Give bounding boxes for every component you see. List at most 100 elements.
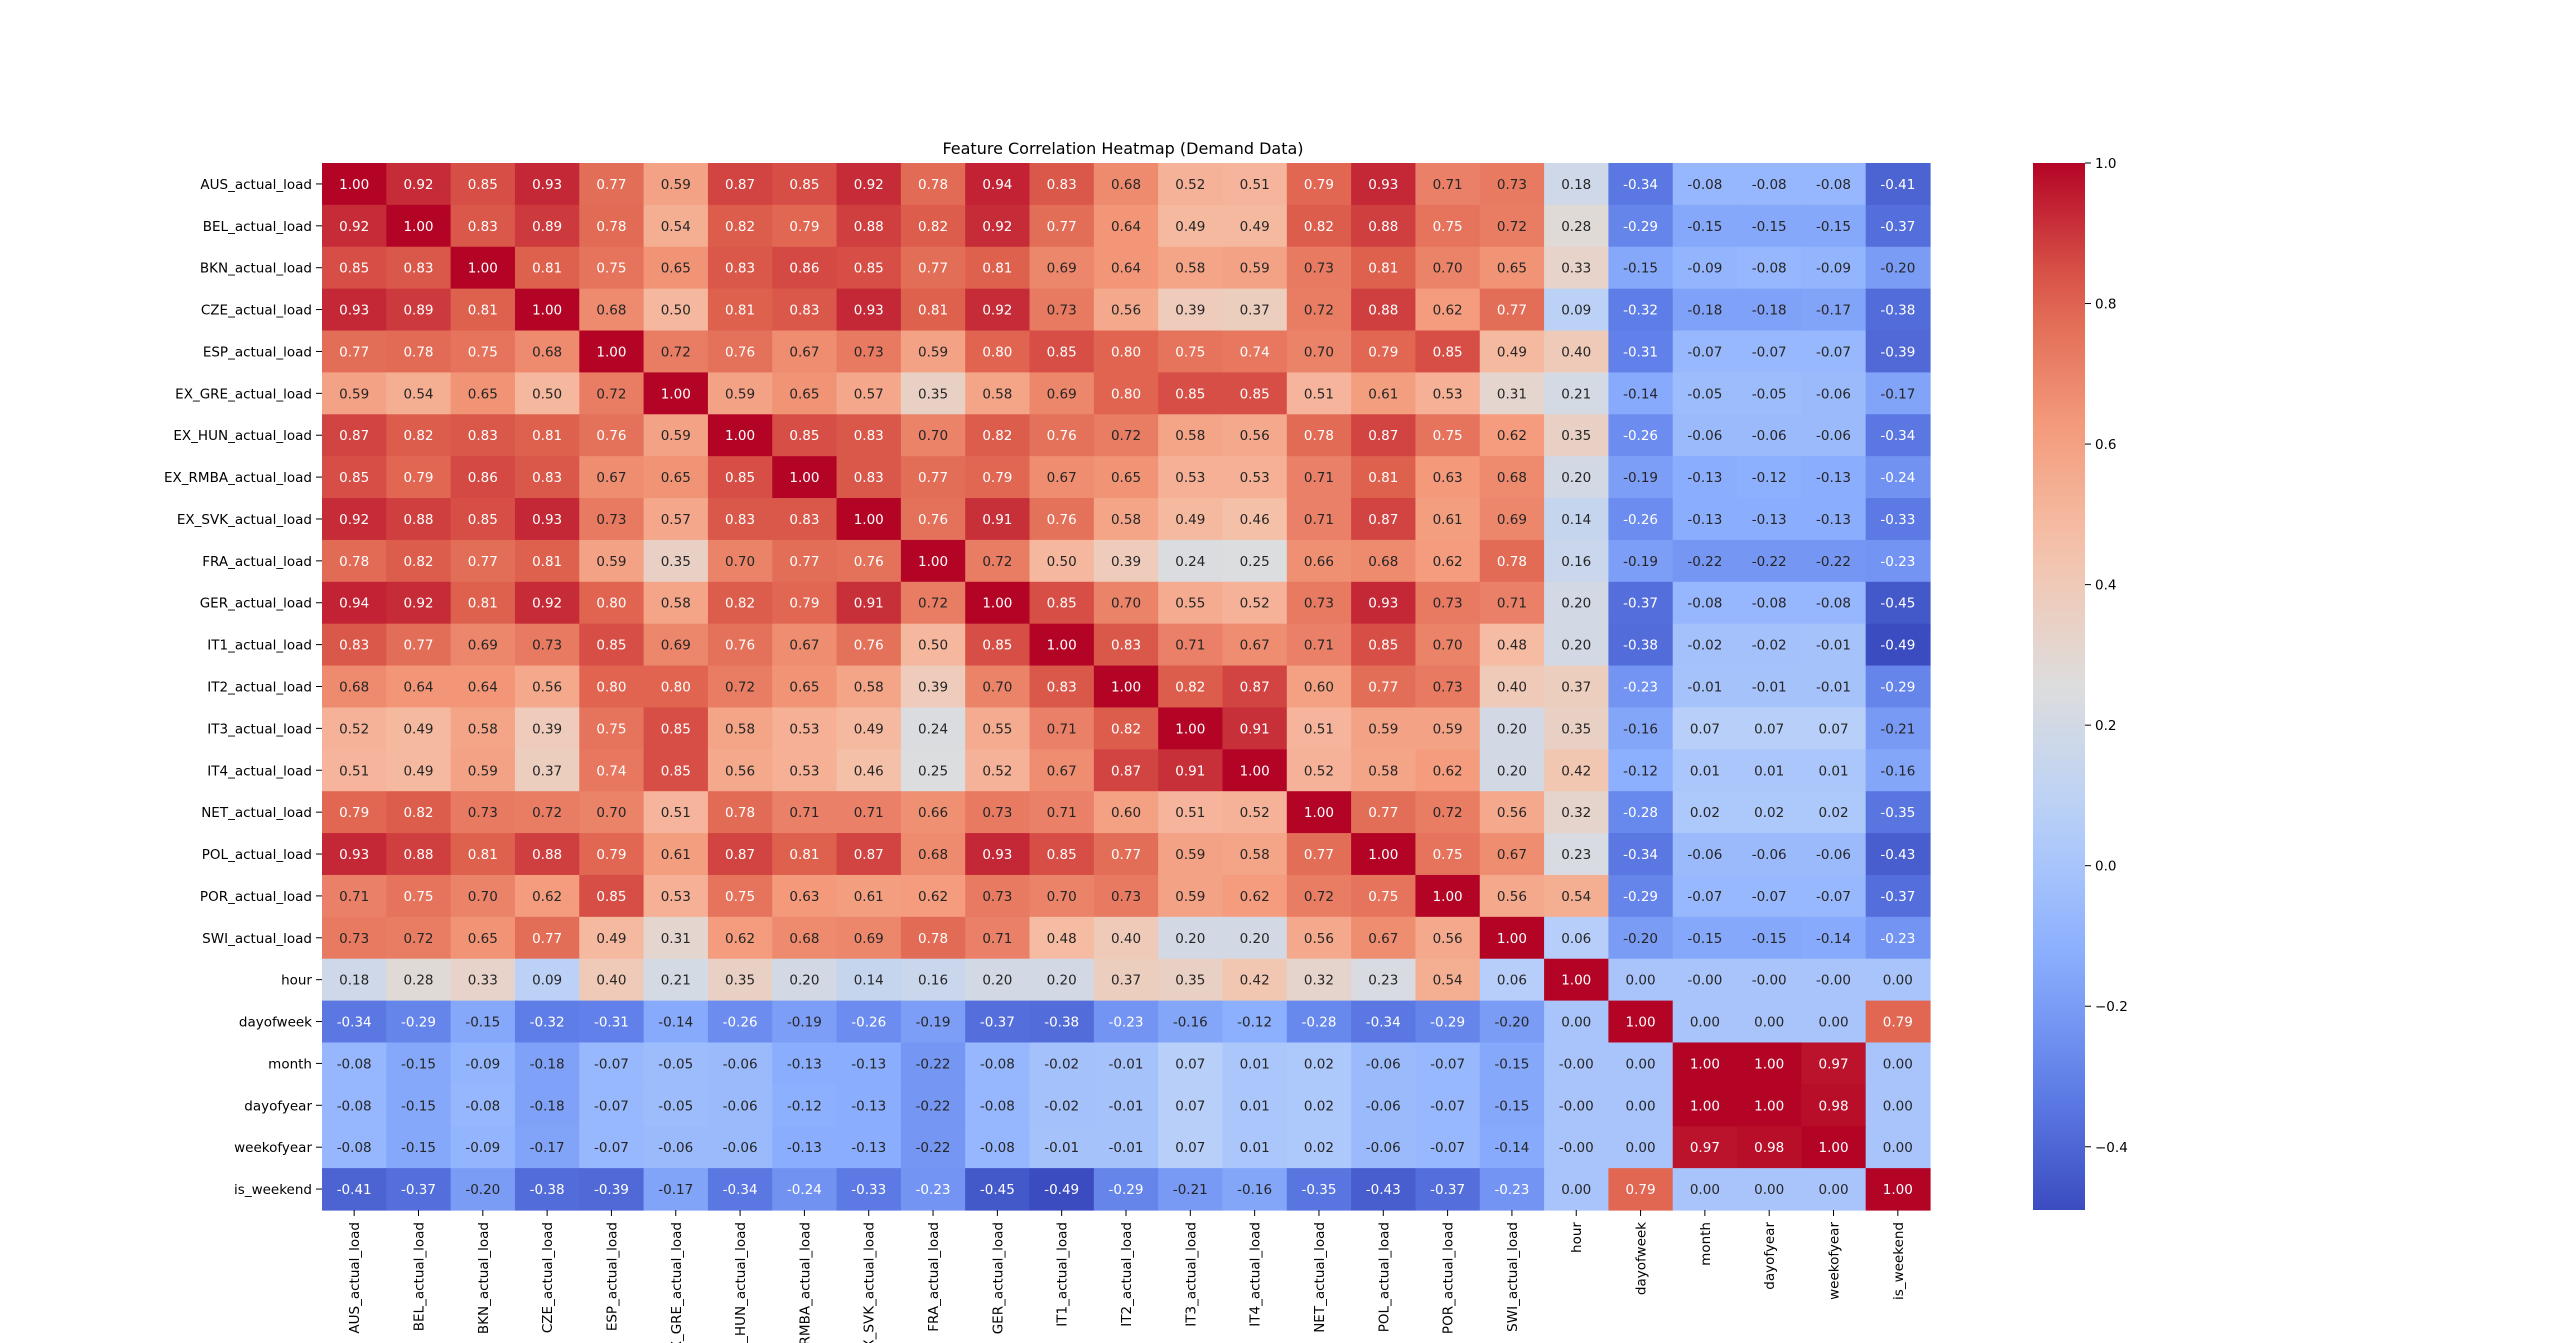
heatmap-cell <box>707 204 773 248</box>
heatmap-cell <box>1029 1042 1095 1085</box>
cell-value-label: 0.52 <box>339 721 369 737</box>
heatmap-cell <box>579 204 645 248</box>
heatmap-cell <box>1351 456 1417 499</box>
cell-value-label: 0.92 <box>982 219 1012 235</box>
heatmap-cell <box>643 916 709 960</box>
cell-value-label: 0.71 <box>1047 721 1077 737</box>
cell-value-label: -0.09 <box>465 1140 500 1156</box>
cell-value-label: 0.64 <box>403 680 433 696</box>
heatmap-cell <box>1093 623 1159 667</box>
heatmap-cell <box>836 330 902 373</box>
cell-value-label: 0.83 <box>1047 177 1077 193</box>
heatmap-cell <box>772 791 838 834</box>
heatmap-cell <box>836 874 902 918</box>
cell-value-label: -0.06 <box>1366 1056 1401 1072</box>
cell-value-label: 0.18 <box>339 973 369 989</box>
cell-value-label: 0.80 <box>596 680 626 696</box>
heatmap-cell <box>1737 539 1802 583</box>
heatmap-cell <box>836 1084 902 1127</box>
heatmap-cell <box>1415 288 1481 332</box>
heatmap-cell <box>1415 1000 1481 1044</box>
heatmap-cell <box>1415 833 1481 876</box>
cell-value-label: 0.62 <box>1433 763 1463 779</box>
y-tick-label: EX_RMBA_actual_load <box>164 470 312 486</box>
heatmap-cell <box>1029 1000 1095 1044</box>
cell-value-label: 0.40 <box>1111 931 1141 947</box>
heatmap-cell <box>1222 749 1288 792</box>
heatmap-cell <box>1415 665 1481 709</box>
cell-value-label: 0.71 <box>1304 638 1334 654</box>
cell-value-label: -0.05 <box>658 1056 693 1072</box>
cell-value-label: -0.07 <box>594 1140 629 1156</box>
cell-value-label: 0.54 <box>1433 973 1463 989</box>
x-tick-label: IT1_actual_load <box>1055 1222 1071 1327</box>
cell-value-label: 0.65 <box>1497 261 1527 277</box>
cell-value-label: 0.46 <box>1240 512 1270 528</box>
cell-value-label: 0.14 <box>854 973 884 989</box>
heatmap-cell <box>450 372 516 415</box>
heatmap-cell <box>1672 791 1738 834</box>
cell-value-label: 0.01 <box>1754 763 1784 779</box>
cell-value-label: 0.76 <box>725 344 755 360</box>
cell-value-label: 0.69 <box>468 638 498 654</box>
cell-value-label: 0.87 <box>1240 680 1270 696</box>
cell-value-label: 0.75 <box>596 261 626 277</box>
cell-value-label: 0.62 <box>918 889 948 905</box>
cell-value-label: 1.00 <box>596 344 626 360</box>
heatmap-cell <box>1479 330 1545 373</box>
heatmap-cell <box>1544 958 1609 1002</box>
cell-value-label: -0.15 <box>1816 219 1851 235</box>
heatmap-cell <box>1672 204 1738 248</box>
heatmap-cell <box>900 414 966 457</box>
y-tick-label: dayofweek <box>239 1015 312 1031</box>
heatmap-cell <box>1029 539 1095 583</box>
heatmap-cell <box>836 414 902 457</box>
cell-value-label: 0.16 <box>1561 554 1591 570</box>
heatmap-cell <box>1608 1000 1674 1044</box>
cell-value-label: -0.16 <box>1237 1182 1272 1198</box>
cell-value-label: 0.57 <box>661 512 691 528</box>
cell-value-label: 0.53 <box>789 721 819 737</box>
heatmap-cell <box>1801 204 1867 248</box>
cell-value-label: 0.02 <box>1690 805 1720 821</box>
heatmap-cell <box>1544 372 1609 415</box>
heatmap-cell <box>1801 1084 1867 1127</box>
heatmap-cell <box>1544 456 1609 499</box>
heatmap-cell <box>1029 414 1095 457</box>
heatmap-cell <box>1544 874 1609 918</box>
cell-value-label: 0.24 <box>918 721 948 737</box>
heatmap-cell <box>1865 581 1931 625</box>
cell-value-label: -0.35 <box>1880 805 1915 821</box>
cell-value-label: -0.07 <box>594 1098 629 1114</box>
cell-value-label: -0.19 <box>1623 470 1658 486</box>
cell-value-label: 0.78 <box>918 931 948 947</box>
cell-value-label: 0.88 <box>403 847 433 863</box>
cell-value-label: -0.08 <box>1752 261 1787 277</box>
cell-value-label: 0.83 <box>725 512 755 528</box>
heatmap-cell <box>900 958 966 1002</box>
cell-value-label: 0.56 <box>1433 931 1463 947</box>
cell-value-label: 0.62 <box>1433 303 1463 319</box>
heatmap-cell <box>772 204 838 248</box>
cell-value-label: 1.00 <box>789 470 819 486</box>
heatmap-cell <box>1865 791 1931 834</box>
heatmap-cell <box>1865 665 1931 709</box>
cell-value-label: 0.75 <box>1433 847 1463 863</box>
cell-value-label: 0.75 <box>468 344 498 360</box>
heatmap-cell <box>386 456 452 499</box>
heatmap-cell <box>1865 539 1931 583</box>
heatmap-cell <box>386 163 452 206</box>
cell-value-label: 0.81 <box>1368 470 1398 486</box>
heatmap-cell <box>643 1042 709 1085</box>
cell-value-label: 0.68 <box>1497 470 1527 486</box>
heatmap-cell <box>579 288 645 332</box>
heatmap-cell <box>1479 414 1545 457</box>
heatmap-cell <box>707 916 773 960</box>
cell-value-label: 0.20 <box>1047 973 1077 989</box>
heatmap-cell <box>1737 372 1802 415</box>
heatmap-cell <box>450 414 516 457</box>
cell-value-label: -0.22 <box>916 1056 951 1072</box>
x-tick-label: EX_HUN_actual_load <box>733 1222 749 1343</box>
cell-value-label: 0.72 <box>403 931 433 947</box>
heatmap-cell <box>772 958 838 1002</box>
